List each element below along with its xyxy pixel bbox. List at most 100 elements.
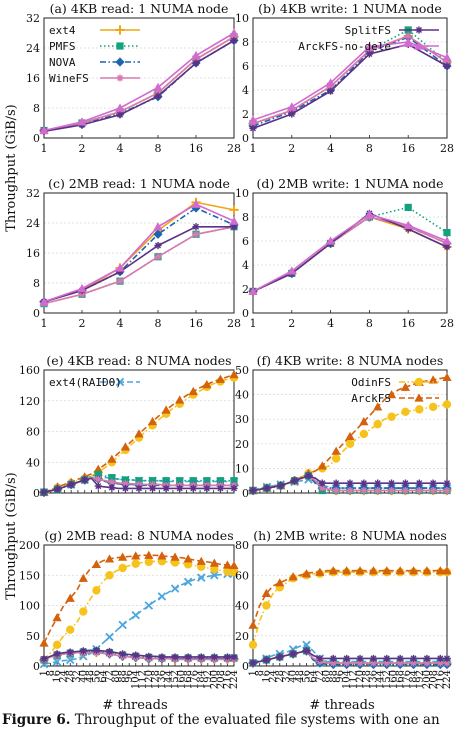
data-point-winefs — [121, 480, 130, 488]
data-point-splitfs — [216, 484, 225, 492]
legend-marker-odinfs — [414, 377, 424, 387]
x-tick-label: 24 — [268, 670, 279, 683]
data-point-winefs — [192, 230, 200, 238]
legend-marker-splitfs — [415, 26, 423, 34]
data-point-arckfs — [275, 578, 285, 587]
series-line-splitfs — [252, 43, 448, 130]
x-tick-label: 80 — [111, 670, 122, 683]
data-point-arckfs — [78, 573, 88, 582]
data-point-splitfs — [192, 223, 200, 231]
data-point-arckfs — [196, 556, 206, 565]
data-point-arckfs-no-dele — [229, 28, 239, 37]
data-point-ext4-raid0 — [302, 640, 311, 650]
x-tick-label: 32 — [72, 670, 83, 683]
x-tick-label: 40 — [78, 670, 89, 683]
data-point-ext4-raid0 — [210, 571, 219, 580]
plot-frame — [252, 192, 448, 314]
y-tick-label: 4 — [242, 84, 249, 97]
data-point-arckfs — [373, 402, 383, 411]
series-line-pmfs — [252, 206, 448, 293]
legend-marker-ext4-raid0 — [115, 377, 125, 387]
x-tick-label: 184 — [409, 670, 420, 689]
data-point-odinfs — [223, 567, 232, 576]
data-point-arckfs — [188, 386, 198, 396]
data-point-pmfs — [94, 470, 102, 479]
data-point-splitfs — [249, 659, 257, 667]
x-tick-label: 28 — [227, 317, 241, 330]
data-point-splitfs — [192, 59, 200, 67]
data-point-splitfs — [210, 653, 218, 661]
panel-title: (b) 4KB write: 1 NUMA node — [258, 1, 442, 16]
panel-title: (h) 2MB write: 8 NUMA nodes — [253, 528, 447, 543]
data-point-pmfs — [404, 203, 412, 211]
x-tick-label: 8 — [255, 670, 266, 676]
data-point-arckfs — [157, 551, 167, 560]
data-point-splitfs — [415, 479, 423, 487]
data-point-splitfs — [162, 484, 170, 492]
data-point-nova — [153, 229, 163, 239]
data-point-winefs — [116, 277, 124, 285]
data-point-arckfs — [288, 572, 298, 581]
data-point-arckfs — [215, 374, 226, 383]
y-tick-label: 8 — [242, 36, 249, 49]
x-tick-label: 28 — [440, 142, 454, 155]
chart-panel-8: 0204060801816242832404856647280889610411… — [235, 528, 453, 689]
data-point-arckfs — [175, 395, 185, 404]
y-tick-label: 160 — [19, 364, 40, 377]
data-point-ext4-raid0 — [157, 592, 167, 601]
x-tick-label: 152 — [170, 670, 181, 689]
legend-marker-ext4 — [115, 25, 125, 35]
data-point-arckfs-no-dele — [287, 102, 297, 111]
chart-panel-5: 0 40 80 120 160 (e) 4KB read: 8 NUMA nodes ext… — [19, 353, 239, 500]
data-point-splitfs — [158, 653, 166, 661]
data-point-arckfs — [261, 588, 271, 597]
data-point-winefs — [78, 290, 86, 298]
data-point-splitfs — [443, 479, 451, 487]
x-tick-label: 32 — [281, 670, 292, 683]
data-point-splitfs — [148, 484, 157, 492]
data-point-arckfs — [395, 566, 405, 575]
data-point-winefs — [401, 486, 410, 495]
data-point-odinfs — [442, 400, 452, 409]
y-tick-label: 80 — [235, 539, 249, 552]
data-point-ext4-raid0 — [118, 620, 127, 630]
x-tick-label: 64 — [98, 670, 109, 683]
data-point-splitfs — [116, 268, 124, 276]
data-point-splitfs — [81, 476, 89, 484]
data-point-winefs — [230, 33, 238, 41]
legend-label-arckfs-no-dele: ArckFS-no-dele — [298, 40, 391, 53]
data-point-splitfs — [288, 110, 296, 118]
x-tick-label: 56 — [302, 670, 313, 683]
data-point-arckfs-no-dele — [364, 210, 374, 219]
x-tick-label: 88 — [118, 670, 129, 683]
x-tick-label: 1 — [41, 317, 48, 330]
data-point-splitfs — [374, 479, 382, 487]
data-point-arckfs — [442, 372, 452, 381]
data-point-splitfs — [189, 484, 197, 492]
y-tick-label: 40 — [235, 600, 249, 613]
data-point-splitfs — [184, 653, 192, 661]
y-tick-label: 24 — [26, 42, 40, 55]
data-point-arckfs — [408, 566, 419, 575]
data-point-ext4-raid0 — [197, 573, 206, 582]
x-tick-label: 40 — [288, 670, 299, 683]
data-point-splitfs — [40, 488, 48, 496]
data-point-arckfs-no-dele — [248, 286, 258, 295]
data-point-splitfs — [329, 654, 337, 663]
data-point-pmfs — [121, 476, 130, 484]
data-point-winefs — [396, 659, 404, 667]
data-point-arckfs-no-dele — [364, 42, 374, 51]
data-point-winefs — [148, 480, 157, 489]
data-point-splitfs — [343, 654, 351, 663]
data-point-splitfs — [429, 479, 437, 487]
data-point-splitfs — [66, 648, 74, 656]
x-tick-label: 200 — [422, 670, 433, 689]
y-tick-label: 0 — [33, 132, 40, 145]
data-point-arckfs — [400, 382, 411, 391]
x-tick-label: 160 — [177, 670, 188, 689]
data-point-odinfs — [144, 557, 154, 567]
data-point-arckfs — [428, 375, 438, 384]
data-point-splitfs — [327, 87, 335, 95]
x-tick-label: 64 — [308, 670, 319, 683]
